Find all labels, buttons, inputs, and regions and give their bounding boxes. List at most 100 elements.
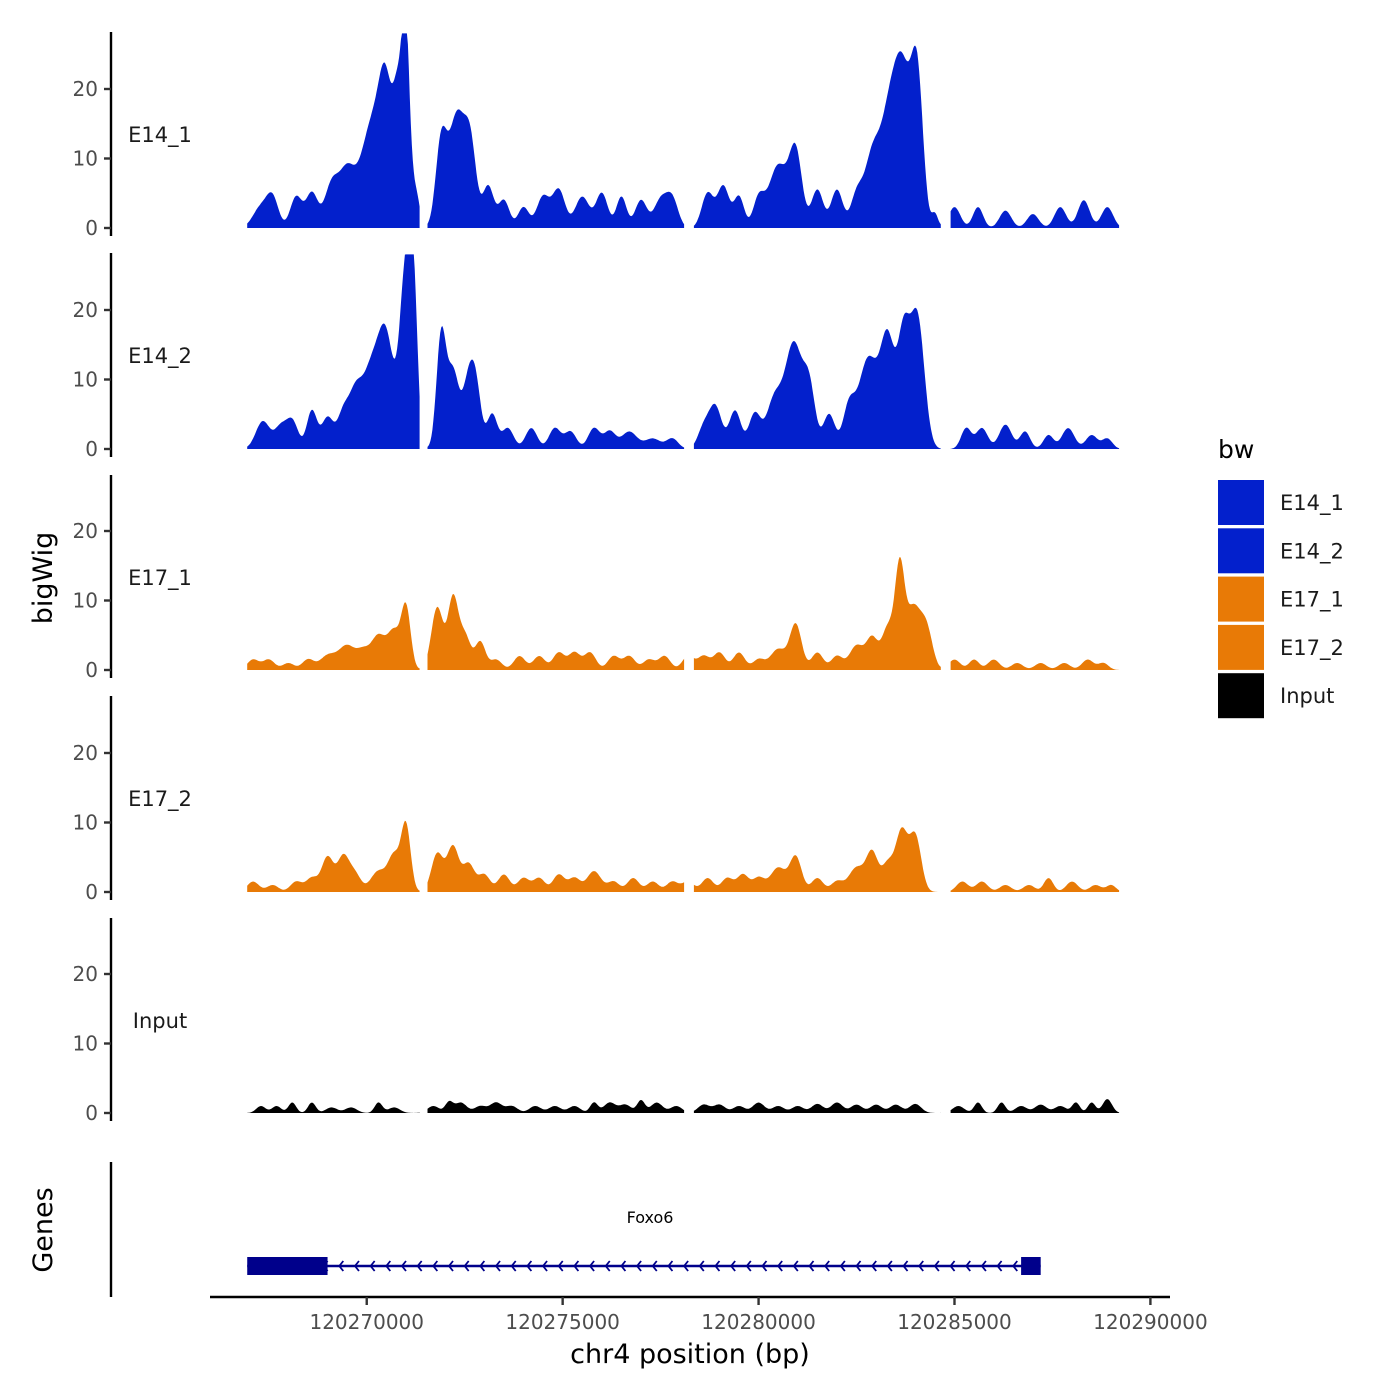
track-label: E17_2 bbox=[128, 787, 192, 812]
track-e14-2: 0 10 20 E14_2 bbox=[73, 253, 1120, 461]
strand-arrow bbox=[541, 1260, 548, 1272]
legend-swatch bbox=[1218, 624, 1264, 670]
y-tick-label: 20 bbox=[73, 519, 98, 543]
legend-item: Input bbox=[1218, 673, 1334, 719]
legend-label: Input bbox=[1280, 684, 1334, 708]
track-label: Input bbox=[133, 1009, 187, 1033]
strand-arrow bbox=[698, 1260, 705, 1272]
y-tick-label: 20 bbox=[73, 77, 98, 101]
y-tick-label: 10 bbox=[73, 147, 98, 171]
gene-panel: Genes Foxo6 bbox=[28, 1162, 1041, 1297]
x-tick-label: 120285000 bbox=[897, 1310, 1012, 1334]
strand-arrow bbox=[635, 1260, 642, 1272]
strand-arrow bbox=[338, 1260, 345, 1272]
coverage-area bbox=[247, 1102, 420, 1113]
strand-arrow bbox=[777, 1260, 783, 1272]
coverage-area bbox=[247, 254, 420, 449]
strand-arrow bbox=[824, 1260, 830, 1272]
strand-arrow bbox=[651, 1260, 658, 1272]
strand-arrow bbox=[1012, 1260, 1018, 1272]
legend-swatch bbox=[1218, 576, 1264, 622]
coverage-area bbox=[693, 1102, 941, 1113]
strand-arrow bbox=[808, 1260, 815, 1272]
bigwig-tracks: 0 10 20 E14_1 0 10 20 E14_2 0 10 20 E17_1 0 10 20 E17_2… bbox=[73, 32, 1120, 1125]
strand-arrow bbox=[353, 1260, 360, 1272]
coverage-area bbox=[693, 307, 941, 449]
y-tick-label: 10 bbox=[73, 589, 98, 613]
y-tick-label: 20 bbox=[73, 298, 98, 322]
legend-item: E17_2 bbox=[1218, 624, 1344, 670]
coverage-area bbox=[950, 659, 1120, 670]
coverage-area bbox=[693, 827, 941, 892]
x-tick-label: 120290000 bbox=[1093, 1310, 1208, 1334]
strand-arrow bbox=[510, 1260, 517, 1272]
y-tick-label: 0 bbox=[85, 658, 98, 682]
y-tick-label: 10 bbox=[73, 1032, 98, 1056]
legend-label: E14_1 bbox=[1280, 491, 1344, 516]
strand-arrow bbox=[369, 1260, 376, 1272]
legend-label: E14_2 bbox=[1280, 539, 1344, 564]
coverage-area bbox=[693, 45, 941, 229]
coverage-area bbox=[247, 602, 420, 670]
y-axis-title: bigWig bbox=[28, 532, 59, 625]
gene-exon bbox=[247, 1257, 328, 1275]
legend-swatch bbox=[1218, 528, 1264, 574]
coverage-area bbox=[950, 1099, 1120, 1113]
y-tick-label: 0 bbox=[85, 880, 98, 904]
y-tick-label: 20 bbox=[73, 741, 98, 765]
coverage-area bbox=[247, 33, 420, 229]
coverage-area bbox=[950, 200, 1120, 228]
track-e14-1: 0 10 20 E14_1 bbox=[73, 32, 1120, 240]
legend-item: E17_1 bbox=[1218, 576, 1344, 622]
strand-arrow bbox=[479, 1260, 486, 1272]
strand-arrow bbox=[416, 1260, 423, 1272]
legend: bw E14_1 E14_2 E17_1 E17_2 Input bbox=[1218, 435, 1344, 719]
y-tick-label: 10 bbox=[73, 368, 98, 392]
strand-arrow bbox=[745, 1260, 752, 1272]
strand-arrow bbox=[447, 1260, 454, 1272]
strand-arrow bbox=[463, 1260, 470, 1272]
track-label: E17_1 bbox=[128, 566, 192, 591]
legend-swatch bbox=[1218, 480, 1264, 525]
coverage-area bbox=[427, 109, 685, 228]
strand-arrow bbox=[761, 1260, 768, 1272]
legend-label: E17_2 bbox=[1280, 636, 1344, 661]
strand-arrow bbox=[855, 1260, 862, 1272]
track-label: E14_2 bbox=[128, 344, 192, 369]
legend-entries: E14_1 E14_2 E17_1 E17_2 Input bbox=[1218, 480, 1344, 719]
strand-arrow bbox=[588, 1260, 595, 1272]
strand-arrow bbox=[839, 1260, 846, 1272]
legend-swatch bbox=[1218, 673, 1264, 719]
strand-arrow bbox=[667, 1260, 674, 1272]
gene-model bbox=[247, 1257, 1041, 1275]
coverage-area bbox=[427, 844, 685, 892]
strand-arrow bbox=[949, 1260, 956, 1272]
coverage-area bbox=[427, 594, 685, 670]
strand-arrow bbox=[918, 1260, 924, 1272]
y-tick-label: 20 bbox=[73, 962, 98, 986]
strand-arrow bbox=[933, 1260, 940, 1272]
strand-arrow bbox=[871, 1260, 877, 1272]
x-axis: 120270000 120275000 120280000 120285000 1202… bbox=[210, 1295, 1208, 1370]
coverage-area bbox=[247, 820, 420, 892]
x-tick-label: 120270000 bbox=[309, 1310, 424, 1334]
strand-arrow bbox=[980, 1260, 987, 1272]
legend-label: E17_1 bbox=[1280, 588, 1344, 613]
coverage-area bbox=[427, 325, 685, 449]
track-label: E14_1 bbox=[128, 123, 192, 148]
y-tick-label: 10 bbox=[73, 811, 98, 835]
track-e17-1: 0 10 20 E17_1 bbox=[73, 475, 1120, 682]
gene-label: Foxo6 bbox=[627, 1208, 674, 1227]
strand-arrow bbox=[682, 1260, 689, 1272]
legend-title: bw bbox=[1218, 435, 1254, 464]
x-ticks: 120270000 120275000 120280000 120285000 1202… bbox=[309, 1297, 1208, 1334]
strand-arrow bbox=[729, 1260, 736, 1272]
strand-arrow bbox=[432, 1260, 439, 1272]
strand-arrow bbox=[385, 1260, 392, 1272]
track-e17-2: 0 10 20 E17_2 bbox=[73, 696, 1120, 904]
x-axis-title: chr4 position (bp) bbox=[570, 1339, 810, 1370]
strand-arrow bbox=[400, 1260, 407, 1272]
gene-exon bbox=[1021, 1257, 1041, 1275]
y-tick-label: 0 bbox=[85, 1101, 98, 1125]
